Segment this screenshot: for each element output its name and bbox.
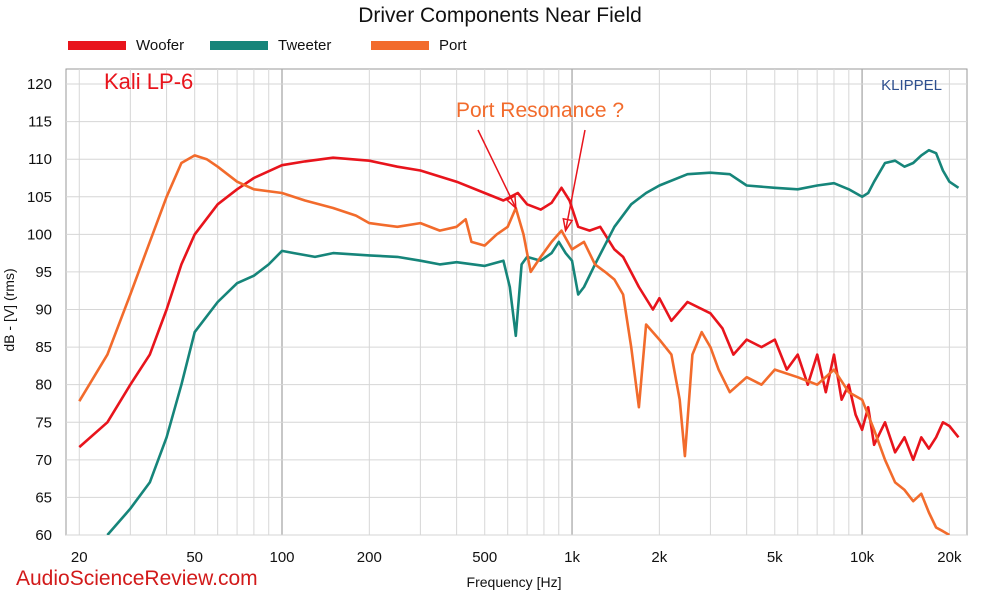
legend-item-tweeter: Tweeter — [210, 37, 331, 54]
annotations: Port Resonance ? — [456, 99, 624, 233]
annotation-arrowhead — [562, 217, 574, 233]
y-tick-label: 105 — [27, 189, 52, 206]
x-tick-label: 20k — [937, 549, 962, 566]
y-tick-label: 70 — [35, 452, 52, 469]
legend-label: Tweeter — [278, 37, 331, 54]
annotation-arrow — [477, 129, 517, 209]
x-axis-label: Frequency [Hz] — [467, 574, 562, 590]
y-tick-label: 115 — [28, 114, 52, 131]
chart-title: Driver Components Near Field — [358, 4, 642, 27]
annotation-arrow — [564, 129, 586, 231]
x-tick-label: 200 — [357, 549, 382, 566]
x-tick-label: 5k — [767, 549, 783, 566]
y-tick-label: 75 — [35, 414, 52, 431]
x-tick-label: 1k — [564, 549, 580, 566]
legend-swatch — [68, 41, 126, 50]
series-line-tweeter — [106, 148, 960, 535]
y-tick-label: 100 — [27, 226, 52, 243]
legend-label: Port — [439, 37, 467, 54]
x-tick-label: 50 — [186, 549, 203, 566]
brand-label: Kali LP-6 — [104, 69, 193, 94]
plot-area — [65, 68, 968, 536]
x-tick-label: 10k — [850, 549, 875, 566]
y-tick-label: 95 — [35, 264, 52, 281]
series-line-port — [78, 154, 951, 535]
series-line-woofer — [78, 156, 960, 462]
tick-labels: 20 50 100 200 500 1k 2k 5k 10k 20k 60 65 70 75 80 85 90 9… — [27, 76, 962, 566]
annotation-label: Port Resonance ? — [456, 99, 624, 122]
legend-swatch — [210, 41, 268, 50]
y-tick-label: 65 — [35, 489, 52, 506]
analyzer-label: KLIPPEL — [881, 77, 942, 94]
y-tick-label: 85 — [35, 339, 52, 356]
x-tick-label: 20 — [71, 549, 88, 566]
y-tick-label: 90 — [35, 302, 52, 319]
y-tick-label: 120 — [27, 76, 52, 93]
legend: Woofer Tweeter Port — [68, 37, 467, 54]
legend-item-woofer: Woofer — [68, 37, 184, 54]
legend-item-port: Port — [371, 37, 467, 54]
series-lines — [78, 148, 960, 535]
x-tick-label: 100 — [269, 549, 294, 566]
x-tick-label: 500 — [472, 549, 497, 566]
y-tick-label: 80 — [35, 377, 52, 394]
legend-swatch — [371, 41, 429, 50]
grid — [66, 69, 967, 536]
annotation-arrowhead — [505, 194, 517, 210]
y-tick-label: 60 — [35, 527, 52, 544]
legend-label: Woofer — [136, 37, 184, 54]
y-tick-label: 110 — [28, 151, 52, 168]
x-tick-label: 2k — [651, 549, 667, 566]
y-axis-label: dB - [V] (rms) — [1, 268, 17, 351]
watermark: AudioScienceReview.com — [16, 567, 258, 590]
